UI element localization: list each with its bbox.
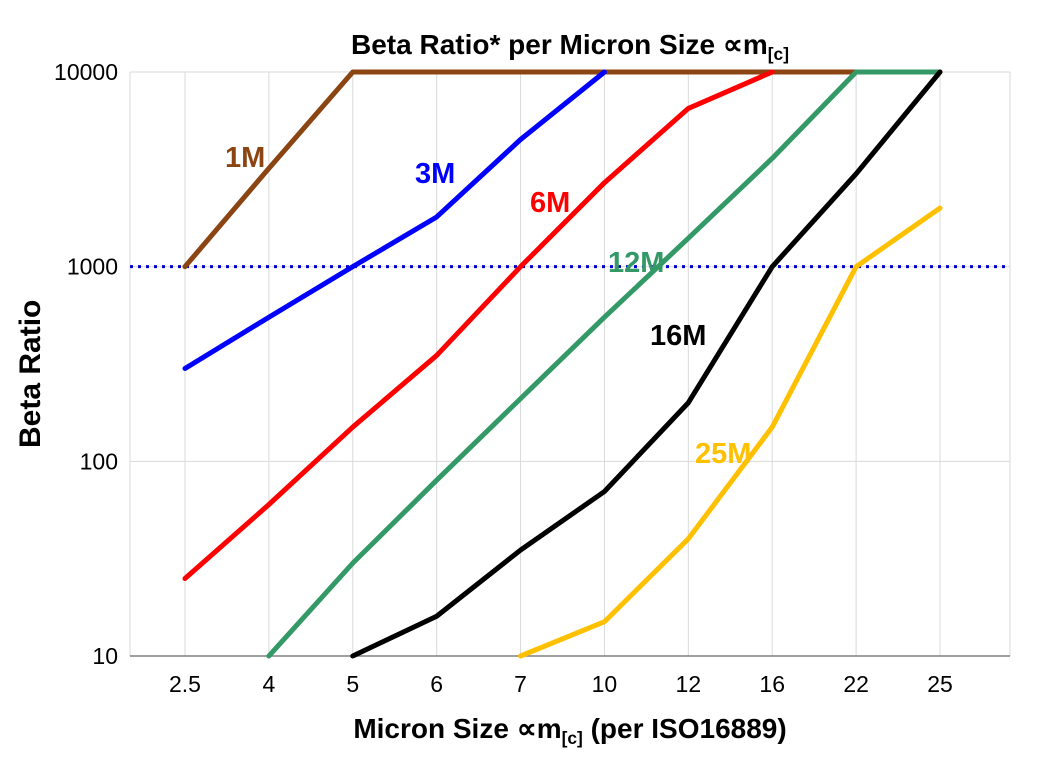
series-line-3M [182, 69, 607, 371]
y-tick-label: 1000 [67, 254, 118, 280]
x-tick-label: 4 [262, 671, 275, 697]
x-tick-label: 22 [843, 671, 869, 697]
series-label-12M: 12M [608, 247, 664, 279]
proportional-symbol: ∝m [516, 713, 562, 744]
x-tick-label: 5 [346, 671, 359, 697]
series-label-1M: 1M [225, 142, 265, 174]
x-axis-label-text: Micron Size [353, 713, 517, 744]
x-tick-label: 10 [592, 671, 618, 697]
x-tick-label: 6 [430, 671, 443, 697]
chart-title-text: Beta Ratio* per Micron Size [351, 29, 723, 60]
x-tick-label: 2.5 [169, 671, 201, 697]
chart-title-subscript: [c] [767, 44, 789, 65]
x-tick-label: 12 [676, 671, 702, 697]
series-line-6M [182, 69, 775, 582]
x-tick-label: 16 [759, 671, 785, 697]
x-tick-label: 25 [927, 671, 953, 697]
x-tick-label: 7 [514, 671, 527, 697]
x-axis-label: Micron Size ∝m[c] (per ISO16889) [130, 712, 1010, 749]
chart-title: Beta Ratio* per Micron Size ∝m[c] [130, 28, 1010, 65]
series-label-16M: 16M [650, 320, 706, 352]
series-line-12M [266, 69, 943, 659]
x-axis-label-subscript: [c] [561, 728, 583, 749]
y-tick-label: 100 [80, 448, 118, 474]
series-line-1M [182, 69, 943, 270]
series-label-3M: 3M [415, 158, 455, 190]
x-axis-label-suffix: (per ISO16889) [582, 713, 787, 744]
y-tick-label: 10 [92, 643, 118, 669]
series-line-25M [518, 205, 943, 659]
y-tick-label: 10000 [54, 59, 118, 85]
proportional-symbol: ∝m [722, 29, 768, 60]
series-line-16M [350, 69, 943, 659]
series-label-25M: 25M [695, 438, 751, 470]
y-axis-label: Beta Ratio [14, 299, 47, 448]
series-label-6M: 6M [530, 187, 570, 219]
